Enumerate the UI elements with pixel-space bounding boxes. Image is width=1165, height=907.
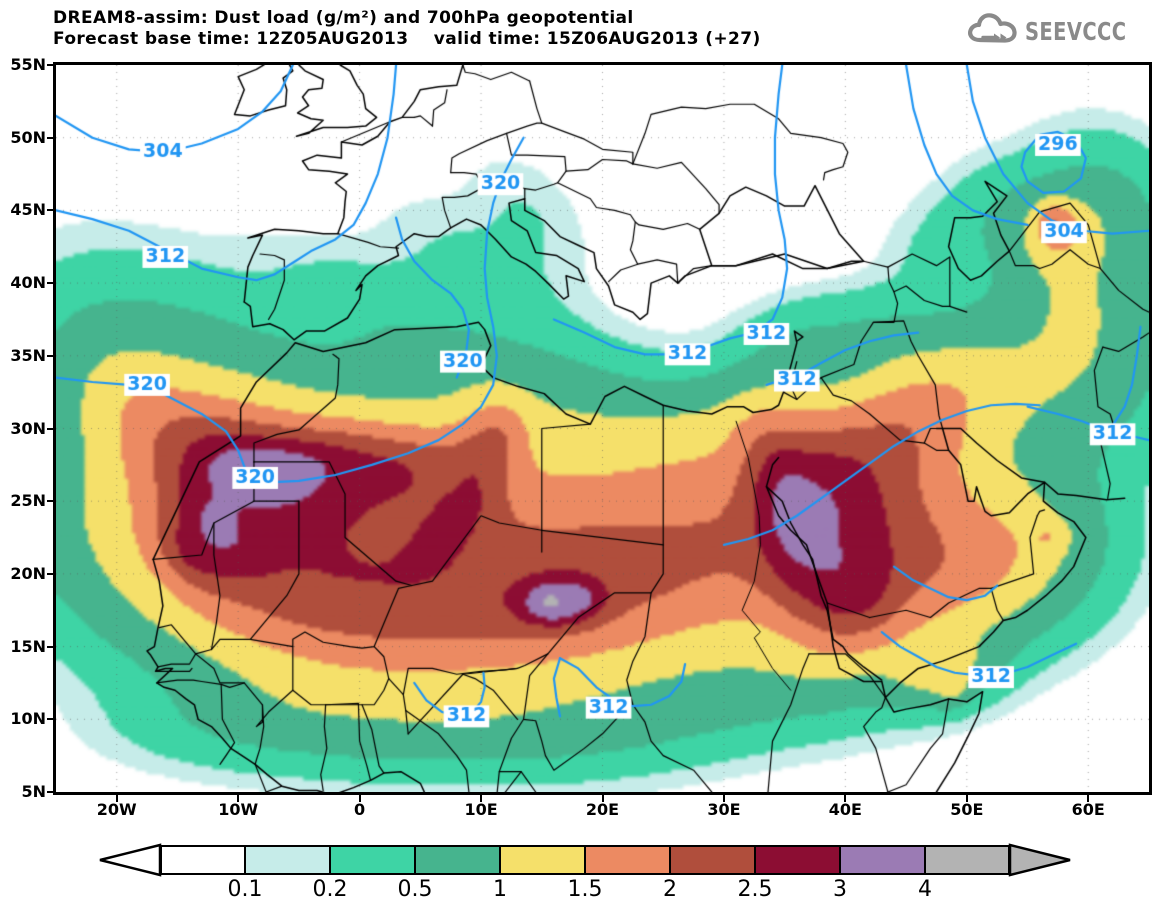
y-tick-mark — [47, 645, 54, 648]
colorbar-cell — [500, 845, 585, 875]
colorbar: 0.1 0.2 0.5 1 1.5 2 2.5 3 4 — [0, 843, 1165, 907]
title-line-2: Forecast base time: 12Z05AUG2013 valid t… — [53, 29, 761, 49]
x-tick-mark — [358, 795, 361, 802]
colorbar-cells — [160, 845, 1010, 875]
seevccc-logo: SEEVCCC — [967, 12, 1155, 50]
x-tick-label: 20E — [585, 800, 620, 819]
colorbar-tick-label: 2.5 — [737, 877, 773, 902]
colorbar-cell — [670, 845, 755, 875]
chart-title-block: DREAM8-assim: Dust load (g/m²) and 700hP… — [53, 8, 893, 50]
y-tick-label: 45N — [10, 200, 46, 220]
x-tick-label: 0 — [354, 800, 366, 819]
colorbar-tick-label: 0.1 — [227, 877, 263, 902]
x-tick-label: 40E — [828, 800, 862, 819]
colorbar-tick-label: 0.2 — [312, 877, 348, 902]
y-tick-mark — [47, 500, 54, 503]
map-plot-area[interactable] — [53, 62, 1152, 795]
colorbar-cell — [245, 845, 330, 875]
colorbar-tick-label: 2 — [663, 877, 677, 902]
y-tick-label: 55N — [10, 55, 46, 74]
x-tick-mark — [1087, 795, 1090, 802]
x-tick-mark — [722, 795, 725, 802]
colorbar-cell — [160, 845, 245, 875]
x-tick-label: 20W — [96, 800, 137, 819]
x-tick-mark — [844, 795, 847, 802]
y-tick-mark — [47, 136, 54, 139]
colorbar-tick-label: 1.5 — [567, 877, 603, 902]
x-tick-label: 60E — [1071, 800, 1105, 819]
x-tick-label: 30E — [707, 800, 741, 819]
y-tick-label: 10N — [10, 709, 46, 729]
y-tick-mark — [47, 282, 54, 285]
colorbar-cell — [925, 845, 1010, 875]
colorbar-tick-label: 4 — [918, 877, 932, 902]
x-tick-label: 10E — [464, 800, 498, 819]
x-tick-label: 50E — [950, 800, 984, 819]
colorbar-cell — [840, 845, 925, 875]
x-tick-mark — [237, 795, 240, 802]
dust-load-field — [56, 65, 1149, 792]
logo-text: SEEVCCC — [1024, 16, 1127, 46]
y-tick-label: 5N — [21, 782, 46, 801]
x-tick-mark — [601, 795, 604, 802]
y-tick-mark — [47, 791, 54, 793]
y-tick-mark — [47, 427, 54, 430]
y-tick-label: 50N — [10, 127, 46, 147]
colorbar-tick-label: 3 — [833, 877, 847, 902]
y-tick-label: 35N — [10, 345, 46, 365]
x-tick-mark — [480, 795, 483, 802]
y-tick-label: 30N — [10, 418, 46, 438]
x-tick-mark — [965, 795, 968, 802]
y-tick-mark — [47, 718, 54, 721]
y-tick-label: 20N — [10, 563, 46, 583]
x-tick-mark — [115, 795, 118, 802]
colorbar-tick-label: 1 — [493, 877, 507, 902]
y-tick-mark — [47, 209, 54, 212]
y-tick-mark — [47, 572, 54, 575]
colorbar-cell — [585, 845, 670, 875]
y-tick-label: 15N — [10, 636, 46, 656]
y-tick-mark — [47, 354, 54, 357]
colorbar-cell — [330, 845, 415, 875]
x-tick-label: 10W — [218, 800, 259, 819]
y-tick-label: 40N — [10, 273, 46, 293]
colorbar-cell — [415, 845, 500, 875]
colorbar-tick-label: 0.5 — [397, 877, 433, 902]
y-tick-mark — [47, 64, 54, 66]
title-line-1: DREAM8-assim: Dust load (g/m²) and 700hP… — [53, 8, 634, 28]
colorbar-cell — [755, 845, 840, 875]
cloud-icon — [967, 12, 1019, 50]
y-tick-label: 25N — [10, 491, 46, 511]
